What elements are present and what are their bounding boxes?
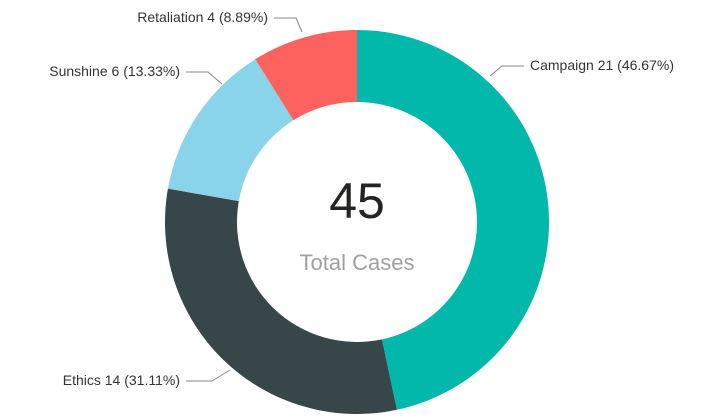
data-label: Ethics 14 (31.11%): [63, 372, 180, 388]
leader-line: [274, 17, 303, 33]
center-label: Total Cases: [300, 250, 415, 275]
value-label: 4 (8.89%): [207, 9, 268, 25]
value-label: 21 (46.67%): [598, 57, 674, 73]
donut-slice: [255, 30, 357, 121]
donut-slice: [357, 30, 550, 410]
center-value: 45: [329, 173, 385, 229]
data-label: Sunshine 6 (13.33%): [49, 63, 180, 79]
category-name: Ethics: [63, 372, 101, 388]
value-label: 14 (31.11%): [105, 372, 180, 388]
leader-line: [489, 65, 524, 77]
donut-slice: [165, 188, 397, 415]
category-name: Campaign: [530, 57, 594, 73]
leader-line: [186, 369, 231, 382]
category-name: Retaliation: [137, 9, 203, 25]
data-label: Campaign 21 (46.67%): [530, 57, 674, 73]
data-label: Retaliation 4 (8.89%): [137, 9, 268, 25]
leader-line: [186, 71, 223, 85]
category-name: Sunshine: [49, 63, 108, 79]
value-label: 6 (13.33%): [112, 63, 180, 79]
donut-slice: [167, 59, 294, 202]
